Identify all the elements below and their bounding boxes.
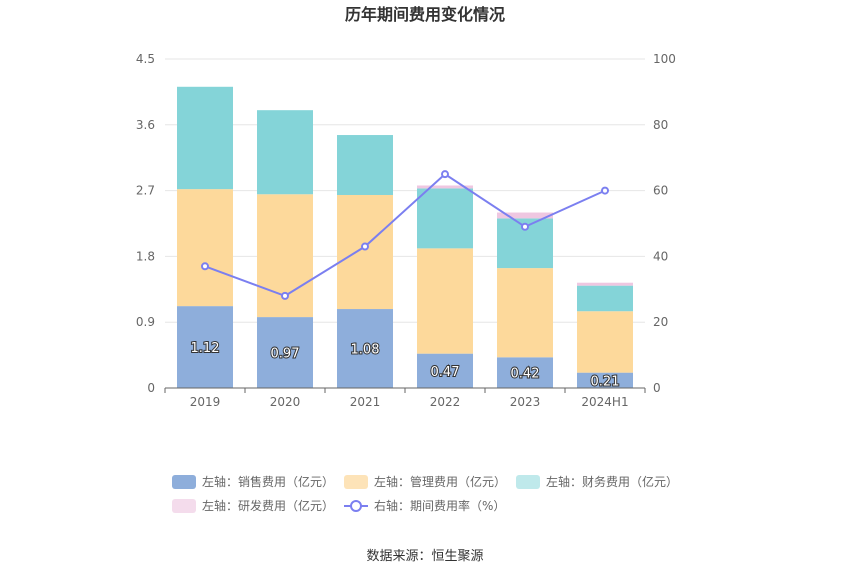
rate-line-path — [204, 172, 606, 297]
rate-point[interactable] — [201, 262, 209, 271]
left-tick-label: 0.9 — [136, 315, 155, 329]
bar-segment[interactable] — [417, 248, 473, 354]
x-tick-label: 2021 — [350, 395, 381, 409]
legend-item[interactable]: 左轴：财务费用（亿元） — [516, 474, 678, 489]
rate-line — [201, 170, 609, 300]
bar-segment[interactable] — [337, 309, 393, 388]
x-tick-label: 2022 — [430, 395, 461, 409]
x-axis: 2019 2020 2021 2022 2023 2024H1 — [164, 387, 646, 409]
right-tick-label: 0 — [653, 381, 661, 395]
bar-segment[interactable] — [337, 194, 393, 310]
bar-segment[interactable] — [577, 311, 633, 373]
legend-label: 左轴：研发费用（亿元） — [202, 498, 334, 513]
x-tick-label: 2023 — [510, 395, 541, 409]
legend-item[interactable]: 左轴：管理费用（亿元） — [344, 474, 506, 489]
left-tick-label: 1.8 — [136, 249, 155, 263]
bar-segment[interactable] — [577, 285, 633, 312]
bar-data-label: 0.42 — [511, 367, 540, 382]
legend-item[interactable]: 右轴：期间费用率（%） — [344, 498, 505, 513]
x-tick-label: 2024H1 — [581, 395, 628, 409]
legend-label: 右轴：期间费用率（%） — [374, 498, 505, 513]
bar-segment[interactable] — [417, 353, 473, 388]
bars — [177, 86, 633, 388]
rate-point[interactable] — [361, 242, 369, 251]
bar-segment[interactable] — [177, 306, 233, 388]
bar-segment[interactable] — [577, 282, 633, 286]
bar-data-label: 1.12 — [191, 341, 220, 356]
right-tick-label: 40 — [653, 249, 668, 263]
left-axis-ticks: 0 0.9 1.8 2.7 3.6 4.5 — [136, 52, 155, 395]
right-axis-ticks: 0 20 40 60 80 100 — [653, 52, 676, 395]
legend-item[interactable]: 左轴：销售费用（亿元） — [172, 474, 334, 489]
bar-segment[interactable] — [337, 135, 393, 195]
right-tick-label: 20 — [653, 315, 668, 329]
bar-data-label: 0.21 — [591, 374, 620, 389]
legend-swatch — [344, 475, 368, 489]
left-tick-label: 3.6 — [136, 118, 155, 132]
legend-swatch — [172, 499, 196, 513]
legend-swatch — [516, 475, 540, 489]
bar-segment[interactable] — [417, 188, 473, 249]
bar-data-label: 1.08 — [351, 343, 380, 358]
bar-segment[interactable] — [257, 110, 313, 195]
bar-segment[interactable] — [417, 185, 473, 189]
data-labels: 1.12 0.97 1.08 0.47 0.42 0.21 — [190, 340, 621, 390]
bar-segment[interactable] — [257, 317, 313, 388]
left-tick-label: 0 — [147, 381, 155, 395]
grid — [165, 58, 645, 323]
right-tick-label: 80 — [653, 118, 668, 132]
bar-segment[interactable] — [177, 86, 233, 190]
rate-point[interactable] — [521, 222, 529, 231]
left-tick-label: 2.7 — [136, 184, 155, 198]
legend-label: 左轴：销售费用（亿元） — [202, 474, 334, 489]
bar-segment[interactable] — [497, 212, 553, 219]
legend-item[interactable]: 左轴：研发费用（亿元） — [172, 498, 334, 513]
bar-segment[interactable] — [177, 189, 233, 307]
rate-point[interactable] — [601, 186, 609, 195]
bar-segment[interactable] — [577, 372, 633, 388]
bar-data-label: 0.97 — [271, 347, 300, 362]
legend-label: 左轴：财务费用（亿元） — [546, 474, 678, 489]
legend[interactable]: 左轴：销售费用（亿元） 左轴：管理费用（亿元） 左轴：财务费用（亿元） 左轴：研发费用… — [172, 474, 678, 513]
bar-segment[interactable] — [497, 357, 553, 388]
right-tick-label: 60 — [653, 184, 668, 198]
chart-title: 历年期间费用变化情况 — [345, 5, 505, 24]
data-source: 数据来源：恒生聚源 — [366, 549, 483, 564]
legend-marker — [350, 500, 362, 512]
legend-swatch — [172, 475, 196, 489]
bar-segment[interactable] — [497, 268, 553, 358]
bar-data-label: 0.47 — [431, 365, 460, 380]
left-tick-label: 4.5 — [136, 52, 155, 66]
x-tick-label: 2020 — [270, 395, 301, 409]
rate-point[interactable] — [441, 170, 449, 179]
rate-point[interactable] — [281, 291, 289, 300]
right-tick-label: 100 — [653, 52, 676, 66]
legend-label: 左轴：管理费用（亿元） — [374, 474, 506, 489]
x-tick-label: 2019 — [190, 395, 221, 409]
